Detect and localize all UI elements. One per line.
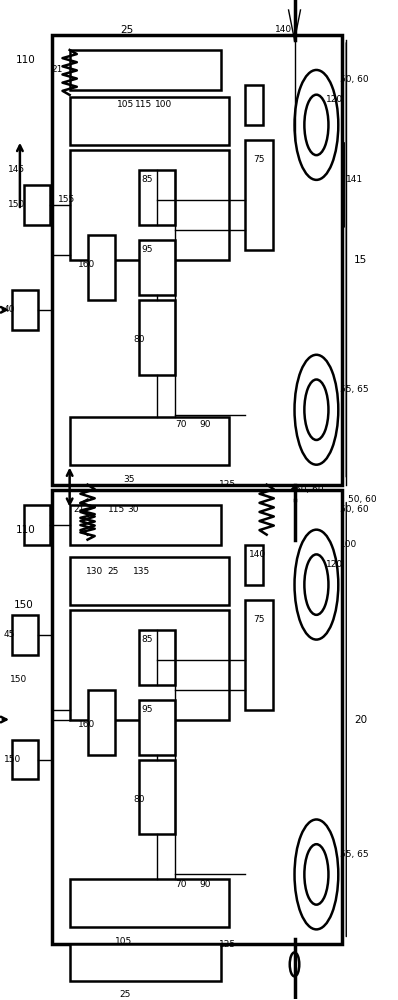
Circle shape bbox=[295, 355, 338, 465]
Bar bbox=[245, 600, 273, 710]
Text: 110: 110 bbox=[16, 55, 36, 65]
Text: 55, 65: 55, 65 bbox=[340, 385, 369, 394]
Text: 30: 30 bbox=[127, 505, 139, 514]
Bar bbox=[139, 300, 175, 375]
Text: 85: 85 bbox=[141, 175, 153, 184]
Bar bbox=[70, 610, 229, 720]
Text: 35: 35 bbox=[123, 475, 135, 484]
Bar bbox=[139, 700, 175, 755]
Bar bbox=[12, 615, 38, 655]
Bar bbox=[70, 505, 221, 545]
Text: 50, 60: 50, 60 bbox=[348, 495, 377, 504]
Bar bbox=[70, 97, 229, 145]
Circle shape bbox=[304, 554, 328, 615]
Text: 110: 110 bbox=[16, 525, 36, 535]
Text: 70: 70 bbox=[175, 880, 187, 889]
Bar bbox=[70, 879, 229, 927]
Bar bbox=[139, 630, 175, 685]
Text: 145: 145 bbox=[8, 165, 25, 174]
Circle shape bbox=[304, 95, 328, 155]
Circle shape bbox=[295, 70, 338, 180]
Text: 90: 90 bbox=[199, 420, 211, 429]
Text: 150: 150 bbox=[14, 600, 34, 610]
Text: 155: 155 bbox=[58, 195, 75, 204]
Text: 21: 21 bbox=[52, 65, 63, 74]
Text: 75: 75 bbox=[253, 615, 264, 624]
Text: 150: 150 bbox=[8, 200, 25, 209]
Text: 120: 120 bbox=[326, 560, 343, 569]
Bar bbox=[70, 150, 229, 260]
Text: 120: 120 bbox=[326, 95, 343, 104]
Text: 160: 160 bbox=[78, 260, 95, 269]
Text: 90: 90 bbox=[199, 880, 211, 889]
Bar bbox=[24, 185, 50, 225]
Text: 105: 105 bbox=[115, 937, 133, 946]
Text: 115: 115 bbox=[135, 100, 152, 109]
Bar bbox=[245, 545, 263, 585]
Bar bbox=[70, 557, 229, 605]
Circle shape bbox=[295, 819, 338, 929]
Circle shape bbox=[295, 530, 338, 640]
Text: 20: 20 bbox=[354, 715, 367, 725]
Bar bbox=[139, 760, 175, 834]
Text: 15: 15 bbox=[354, 255, 367, 265]
Text: 150: 150 bbox=[10, 675, 27, 684]
Text: 115: 115 bbox=[107, 505, 125, 514]
Bar bbox=[245, 85, 263, 125]
Bar bbox=[52, 490, 342, 944]
Text: 80: 80 bbox=[133, 335, 145, 344]
Text: 80: 80 bbox=[133, 795, 145, 804]
Text: 50, 60: 50, 60 bbox=[340, 75, 369, 84]
Bar bbox=[139, 170, 175, 225]
Text: 70: 70 bbox=[175, 420, 187, 429]
Text: 75: 75 bbox=[253, 155, 264, 164]
Text: 125: 125 bbox=[219, 480, 236, 489]
Text: 140: 140 bbox=[275, 25, 292, 34]
Bar bbox=[70, 50, 221, 90]
Bar bbox=[52, 35, 342, 485]
Circle shape bbox=[304, 844, 328, 905]
Bar bbox=[245, 140, 273, 250]
Text: 125: 125 bbox=[219, 940, 236, 949]
Bar bbox=[88, 235, 115, 300]
Text: 135: 135 bbox=[133, 567, 150, 576]
Bar bbox=[24, 505, 50, 545]
Text: 100: 100 bbox=[155, 100, 172, 109]
Text: 140: 140 bbox=[249, 550, 266, 559]
Bar bbox=[139, 240, 175, 295]
Circle shape bbox=[304, 380, 328, 440]
Text: 25: 25 bbox=[119, 990, 131, 999]
Text: 25: 25 bbox=[121, 25, 134, 35]
Bar bbox=[12, 740, 38, 779]
Text: 55, 65: 55, 65 bbox=[340, 850, 369, 859]
Text: 40: 40 bbox=[4, 305, 16, 314]
Text: 160: 160 bbox=[78, 720, 95, 729]
Bar bbox=[88, 690, 115, 755]
Text: 50, 60: 50, 60 bbox=[295, 485, 323, 494]
Text: 150: 150 bbox=[4, 755, 21, 764]
Bar bbox=[12, 290, 38, 330]
Text: 95: 95 bbox=[141, 245, 153, 254]
Text: 50, 60: 50, 60 bbox=[340, 505, 369, 514]
Text: 100: 100 bbox=[340, 540, 357, 549]
Circle shape bbox=[290, 488, 299, 512]
Text: 85: 85 bbox=[141, 635, 153, 644]
Text: 95: 95 bbox=[141, 705, 153, 714]
Bar bbox=[70, 417, 229, 465]
Text: 25: 25 bbox=[107, 567, 119, 576]
Text: 141: 141 bbox=[346, 175, 363, 184]
Text: 21: 21 bbox=[74, 505, 85, 514]
Text: 130: 130 bbox=[86, 567, 103, 576]
Text: 105: 105 bbox=[117, 100, 135, 109]
Bar bbox=[70, 944, 221, 981]
Circle shape bbox=[290, 952, 299, 976]
Text: 45: 45 bbox=[4, 630, 16, 639]
